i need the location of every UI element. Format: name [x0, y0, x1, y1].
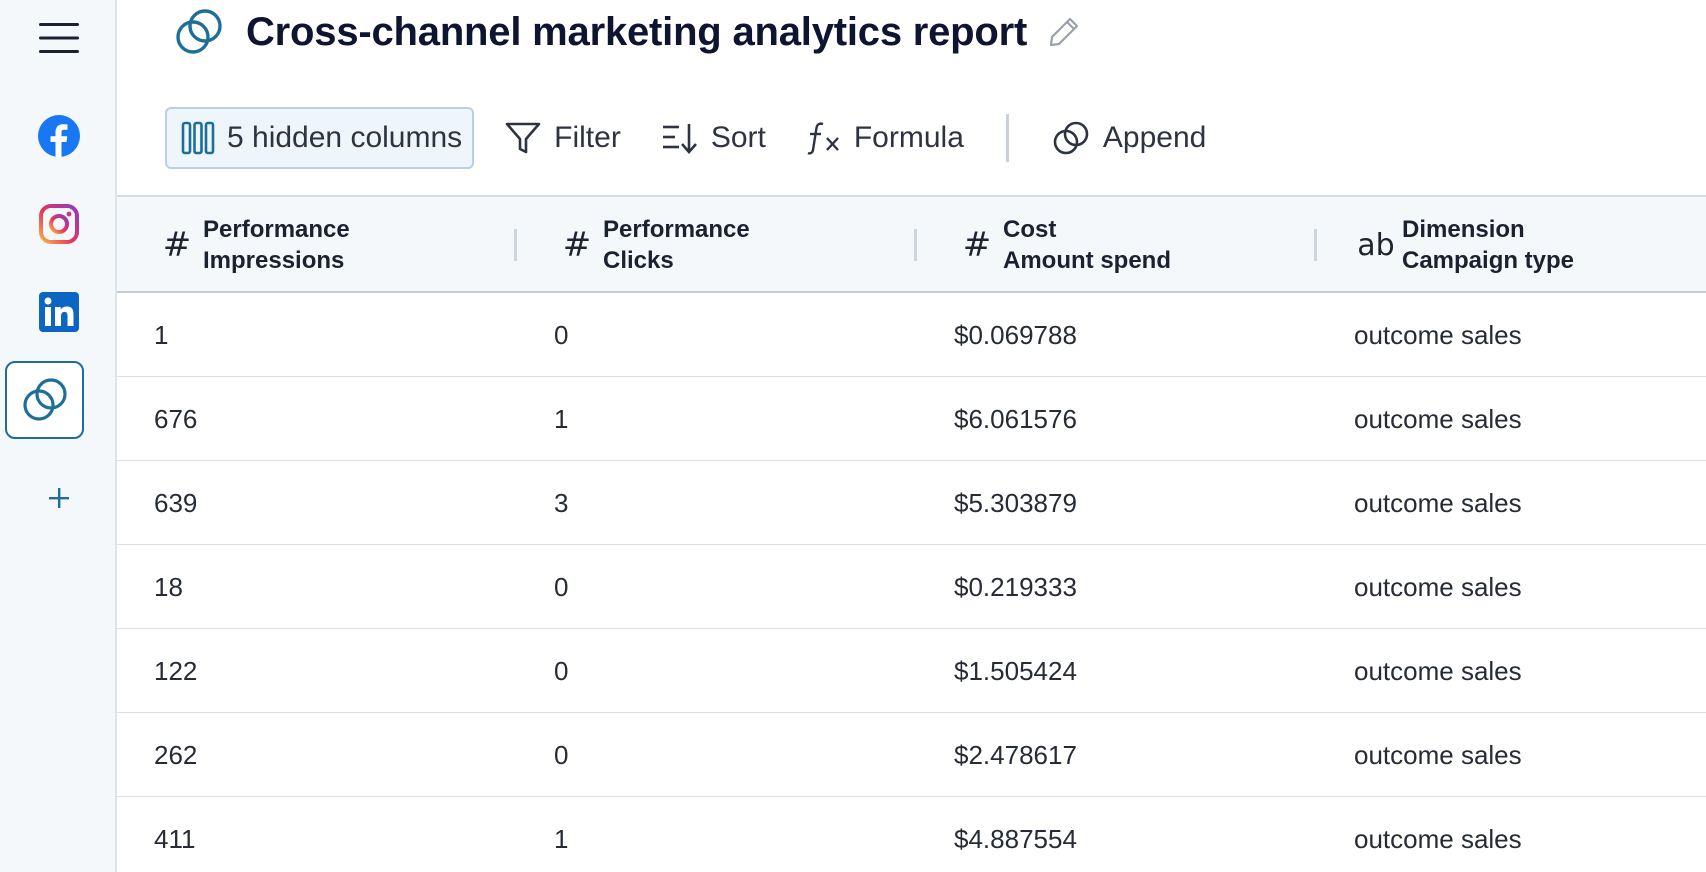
- cell-impressions[interactable]: 262: [154, 739, 198, 770]
- filter-icon: [504, 119, 542, 157]
- toolbar: 5 hidden columns Filter Sort: [165, 106, 1206, 170]
- table-row[interactable]: 1 0 $0.069788 outcome sales: [117, 293, 1706, 377]
- column-group: Cost: [1003, 216, 1057, 243]
- formula-button[interactable]: Formula: [806, 107, 964, 169]
- sidebar-item-blend[interactable]: [5, 361, 84, 439]
- sidebar-item-linkedin[interactable]: [0, 290, 117, 334]
- sort-button[interactable]: Sort: [661, 107, 766, 169]
- column-name: Impressions: [203, 247, 345, 274]
- table-row[interactable]: 639 3 $5.303879 outcome sales: [117, 461, 1706, 545]
- column-resize-handle[interactable]: [514, 229, 517, 261]
- data-table: # Performance Impressions # Performance …: [117, 195, 1706, 872]
- column-name: Campaign type: [1402, 247, 1575, 274]
- blend-icon: [22, 378, 67, 421]
- cell-amount-spend[interactable]: $1.505424: [954, 655, 1077, 686]
- cell-campaign-type[interactable]: outcome sales: [1354, 403, 1522, 434]
- cell-campaign-type[interactable]: outcome sales: [1354, 823, 1522, 854]
- cell-impressions[interactable]: 1: [154, 319, 169, 350]
- cell-clicks[interactable]: 0: [554, 571, 569, 602]
- table-row[interactable]: 676 1 $6.061576 outcome sales: [117, 377, 1706, 461]
- text-type-icon: ab: [1357, 227, 1395, 263]
- blend-icon: [172, 5, 226, 59]
- sort-icon: [661, 121, 699, 155]
- menu-button[interactable]: [0, 16, 117, 60]
- cell-clicks[interactable]: 0: [554, 319, 569, 350]
- table-header: # Performance Impressions # Performance …: [117, 195, 1706, 293]
- title-row: Cross-channel marketing analytics report: [172, 6, 1081, 58]
- table-body: 1 0 $0.069788 outcome sales 676 1 $6.061…: [117, 293, 1706, 872]
- page-title: Cross-channel marketing analytics report: [246, 9, 1028, 54]
- append-icon: [1051, 118, 1091, 158]
- cell-impressions[interactable]: 122: [154, 655, 198, 686]
- pencil-icon: [1050, 17, 1079, 47]
- cell-clicks[interactable]: 0: [554, 655, 569, 686]
- cell-amount-spend[interactable]: $4.887554: [954, 823, 1077, 854]
- add-source-button[interactable]: [0, 480, 117, 516]
- table-row[interactable]: 411 1 $4.887554 outcome sales: [117, 797, 1706, 872]
- menu-icon: [38, 23, 79, 53]
- append-button[interactable]: Append: [1051, 107, 1206, 169]
- cell-impressions[interactable]: 676: [154, 403, 198, 434]
- cell-campaign-type[interactable]: outcome sales: [1354, 487, 1522, 518]
- toolbar-divider: [1005, 114, 1009, 162]
- column-name: Amount spend: [1003, 247, 1171, 274]
- formula-label: Formula: [853, 121, 964, 154]
- table-row[interactable]: 262 0 $2.478617 outcome sales: [117, 713, 1706, 797]
- column-header-impressions[interactable]: # Performance Impressions: [155, 197, 350, 293]
- cell-impressions[interactable]: 639: [154, 487, 198, 518]
- cell-amount-spend[interactable]: $0.069788: [954, 319, 1077, 350]
- filter-button[interactable]: Filter: [504, 107, 621, 169]
- hidden-columns-button[interactable]: 5 hidden columns: [165, 107, 475, 169]
- cell-impressions[interactable]: 18: [154, 571, 183, 602]
- column-resize-handle[interactable]: [914, 229, 917, 261]
- cell-amount-spend[interactable]: $0.219333: [954, 571, 1077, 602]
- table-row[interactable]: 122 0 $1.505424 outcome sales: [117, 629, 1706, 713]
- plus-icon: [48, 488, 69, 508]
- facebook-icon: [37, 115, 80, 157]
- column-group: Performance: [603, 216, 750, 243]
- table-row[interactable]: 18 0 $0.219333 outcome sales: [117, 545, 1706, 629]
- column-group: Performance: [203, 216, 350, 243]
- column-header-amount-spend[interactable]: # Cost Amount spend: [955, 197, 1171, 293]
- column-header-clicks[interactable]: # Performance Clicks: [555, 197, 750, 293]
- cell-amount-spend[interactable]: $5.303879: [954, 487, 1077, 518]
- cell-clicks[interactable]: 0: [554, 739, 569, 770]
- filter-label: Filter: [554, 121, 621, 154]
- sort-label: Sort: [710, 121, 766, 154]
- edit-title-button[interactable]: [1047, 15, 1081, 49]
- cell-amount-spend[interactable]: $2.478617: [954, 739, 1077, 770]
- number-type-icon: #: [962, 225, 992, 265]
- cell-campaign-type[interactable]: outcome sales: [1354, 319, 1522, 350]
- column-group: Dimension: [1402, 216, 1525, 243]
- columns-icon: [181, 121, 215, 155]
- cell-campaign-type[interactable]: outcome sales: [1354, 739, 1522, 770]
- hidden-columns-label: 5 hidden columns: [227, 121, 463, 154]
- number-type-icon: #: [162, 225, 192, 265]
- sidebar-item-instagram[interactable]: [0, 202, 117, 246]
- instagram-icon: [38, 204, 79, 244]
- column-name: Clicks: [603, 247, 674, 274]
- report-header: Cross-channel marketing analytics report…: [117, 0, 1706, 195]
- formula-icon: [806, 120, 842, 156]
- column-header-campaign-type[interactable]: ab Dimension Campaign type: [1354, 197, 1574, 293]
- number-type-icon: #: [562, 225, 592, 265]
- cell-impressions[interactable]: 411: [154, 823, 196, 854]
- cell-campaign-type[interactable]: outcome sales: [1354, 655, 1522, 686]
- append-label: Append: [1102, 121, 1207, 154]
- column-resize-handle[interactable]: [1314, 229, 1317, 261]
- cell-amount-spend[interactable]: $6.061576: [954, 403, 1077, 434]
- sidebar: [0, 0, 117, 872]
- sidebar-item-facebook[interactable]: [0, 114, 117, 158]
- linkedin-icon: [38, 292, 79, 332]
- cell-campaign-type[interactable]: outcome sales: [1354, 571, 1522, 602]
- cell-clicks[interactable]: 1: [554, 823, 569, 854]
- cell-clicks[interactable]: 1: [554, 403, 569, 434]
- cell-clicks[interactable]: 3: [554, 487, 569, 518]
